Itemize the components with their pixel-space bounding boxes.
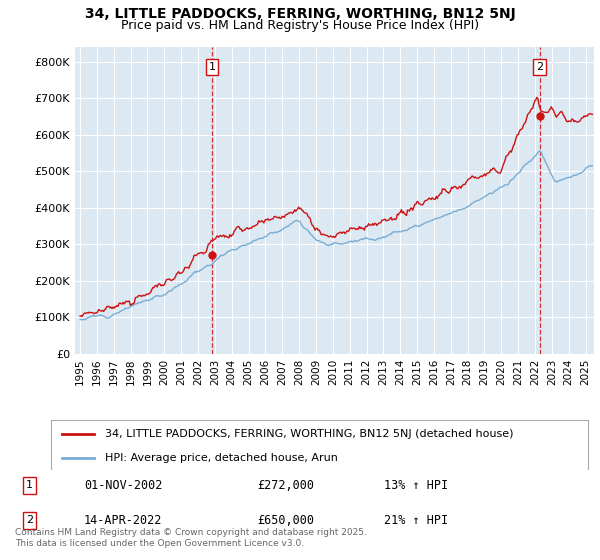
Text: Contains HM Land Registry data © Crown copyright and database right 2025.
This d: Contains HM Land Registry data © Crown c… xyxy=(15,528,367,548)
Text: 34, LITTLE PADDOCKS, FERRING, WORTHING, BN12 5NJ (detached house): 34, LITTLE PADDOCKS, FERRING, WORTHING, … xyxy=(105,429,513,439)
Text: 21% ↑ HPI: 21% ↑ HPI xyxy=(383,514,448,527)
Text: 13% ↑ HPI: 13% ↑ HPI xyxy=(383,479,448,492)
Text: 01-NOV-2002: 01-NOV-2002 xyxy=(84,479,163,492)
Text: 34, LITTLE PADDOCKS, FERRING, WORTHING, BN12 5NJ: 34, LITTLE PADDOCKS, FERRING, WORTHING, … xyxy=(85,7,515,21)
Text: 2: 2 xyxy=(536,62,544,72)
Text: 14-APR-2022: 14-APR-2022 xyxy=(84,514,163,527)
Text: HPI: Average price, detached house, Arun: HPI: Average price, detached house, Arun xyxy=(105,453,338,463)
Text: £650,000: £650,000 xyxy=(257,514,314,527)
Text: £272,000: £272,000 xyxy=(257,479,314,492)
Text: 2: 2 xyxy=(26,515,33,525)
Text: 1: 1 xyxy=(208,62,215,72)
Text: 1: 1 xyxy=(26,480,33,491)
Text: Price paid vs. HM Land Registry's House Price Index (HPI): Price paid vs. HM Land Registry's House … xyxy=(121,19,479,32)
